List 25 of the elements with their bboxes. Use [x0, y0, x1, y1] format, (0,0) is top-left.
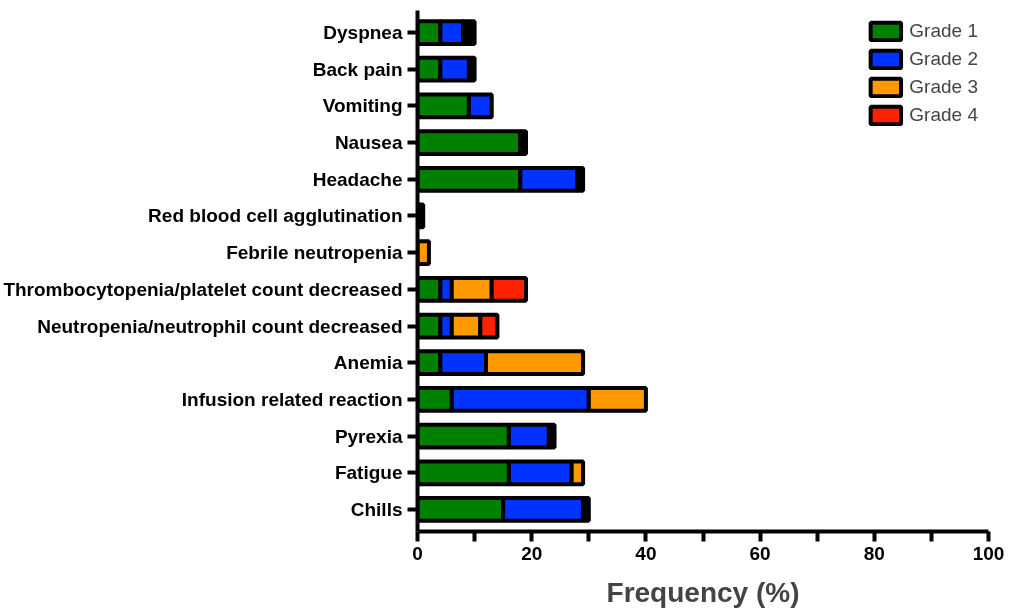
x-axis-title: Frequency (%) — [606, 576, 800, 608]
x-tick-label: 100 — [972, 542, 1005, 564]
y-tick-label: Infusion related reaction — [181, 388, 403, 410]
legend-label: Grade 4 — [909, 104, 978, 126]
legend-label: Grade 3 — [909, 76, 978, 98]
x-tick-label: 60 — [749, 542, 771, 564]
legend-label: Grade 1 — [909, 20, 978, 42]
x-tick-label: 80 — [863, 542, 885, 564]
legend-label: Grade 2 — [909, 48, 978, 70]
y-tick-label: Fatigue — [334, 462, 403, 484]
y-tick-label: Back pain — [312, 58, 403, 80]
x-tick-label: 40 — [635, 542, 657, 564]
y-tick-label: Nausea — [334, 132, 403, 154]
y-tick-label: Chills — [350, 498, 403, 520]
x-tick-label: 20 — [521, 542, 543, 564]
y-tick-label: Thrombocytopenia/platelet count decreased — [3, 278, 403, 300]
y-tick-label: Vomiting — [322, 95, 403, 117]
y-tick-label: Febrile neutropenia — [226, 242, 403, 264]
y-tick-label: Dyspnea — [323, 22, 403, 44]
x-tick-label: 0 — [412, 542, 423, 564]
y-tick-label: Anemia — [333, 352, 403, 374]
y-tick-label: Headache — [312, 168, 403, 190]
y-tick-label: Red blood cell agglutination — [148, 205, 403, 227]
y-tick-label: Pyrexia — [334, 425, 403, 447]
y-tick-label: Neutropenia/neutrophil count decreased — [37, 315, 403, 337]
